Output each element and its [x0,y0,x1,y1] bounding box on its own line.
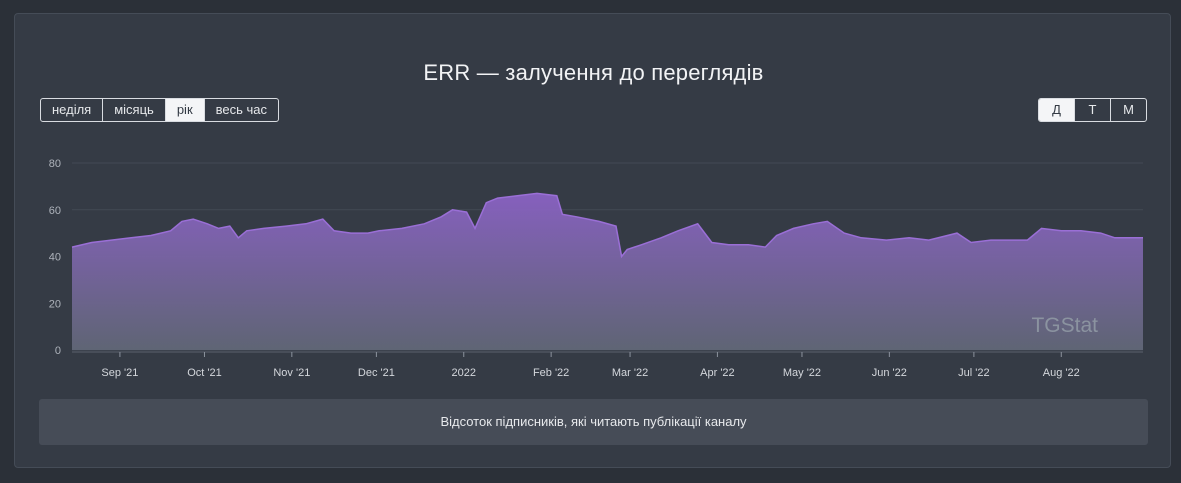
granularity-button-day[interactable]: Д [1039,99,1075,121]
x-tick-label: May '22 [783,367,821,379]
x-tick-label: Dec '21 [358,367,395,379]
period-selector: неділя місяць рік весь час [40,98,280,122]
period-button-year[interactable]: рік [165,99,205,121]
period-button-month[interactable]: місяць [103,99,166,121]
period-button-week[interactable]: неділя [41,99,104,121]
x-tick-label: Aug '22 [1043,367,1080,379]
x-tick-label: Oct '21 [187,367,222,379]
x-tick-label: Jun '22 [872,367,907,379]
x-tick-label: 2022 [452,367,476,379]
x-tick-label: Jul '22 [958,367,989,379]
y-tick-label: 20 [49,298,61,310]
x-axis: Sep '21 Oct '21 Nov '21 Dec '21 2022 Feb '22 M… [72,351,1143,379]
x-tick-label: Feb '22 [533,367,569,379]
chart-title: ERR — залучення до переглядів [423,60,764,85]
x-tick-label: Mar '22 [612,367,648,379]
chart-description: Відсоток підписників, які читають публік… [39,399,1148,445]
y-tick-label: 60 [49,205,61,217]
series-line [71,192,1143,259]
granularity-button-month[interactable]: М [1123,102,1134,117]
x-tick-label: Sep '21 [101,367,138,379]
y-axis: 0 20 40 60 80 [49,158,61,357]
granularity-selector: Д Т М [1038,98,1147,122]
period-button-all-time[interactable]: весь час [215,102,268,117]
series-area [71,192,1143,350]
granularity-button-week[interactable]: Т [1075,99,1111,121]
y-tick-label: 40 [49,252,61,264]
y-tick-label: 0 [55,345,61,357]
tgstat-watermark: TGStat [1031,314,1098,337]
x-tick-label: Nov '21 [273,367,310,379]
series-fill [72,193,1143,350]
x-tick-label: Apr '22 [700,367,735,379]
y-tick-label: 80 [49,158,61,170]
